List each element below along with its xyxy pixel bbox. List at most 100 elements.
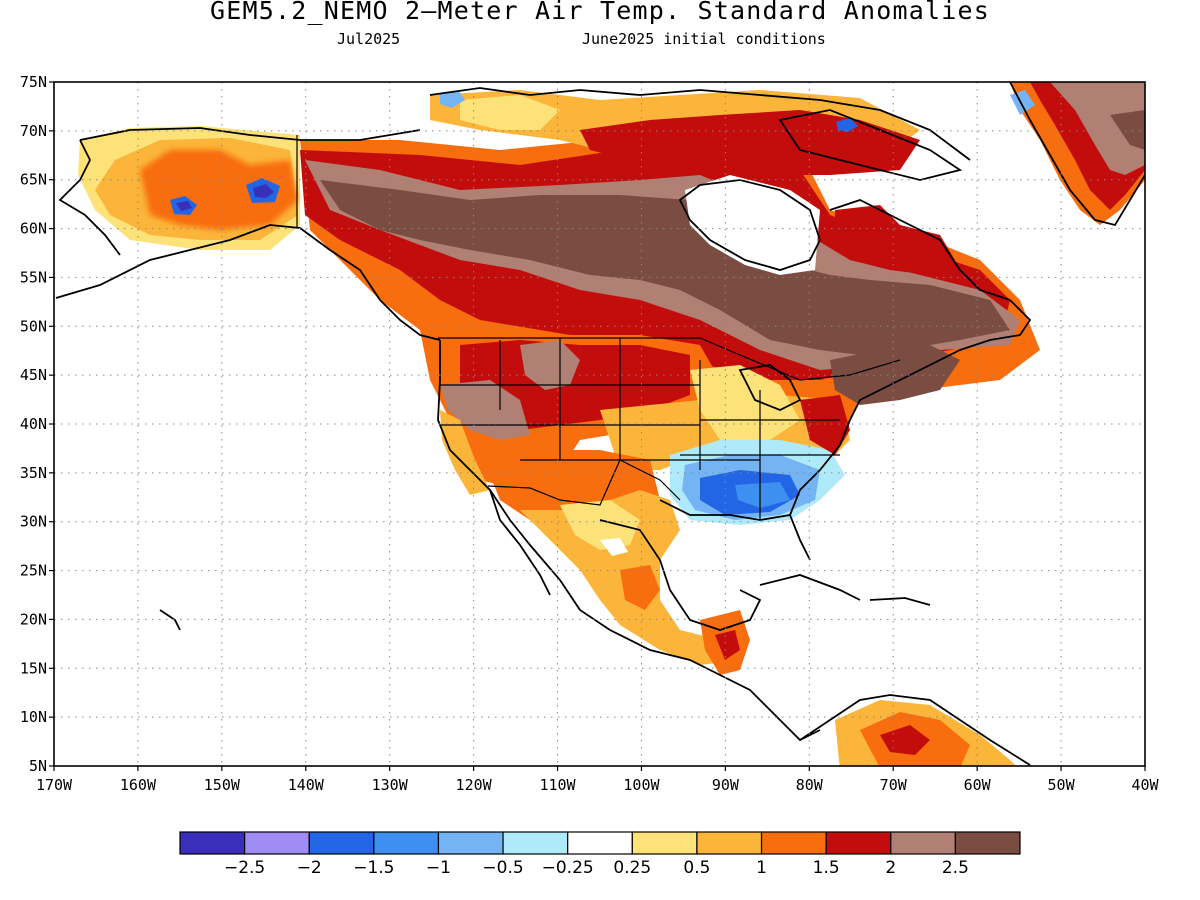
lon-label: 50W (1048, 776, 1076, 794)
labrador-coast (829, 199, 1011, 301)
hudson-bay-near-normal (685, 175, 820, 275)
cuba (759, 574, 861, 601)
lon-label: 90W (712, 776, 740, 794)
alaska-north-coast (79, 127, 421, 141)
lon-label: 60W (964, 776, 992, 794)
midwest-light (690, 365, 800, 440)
colorbar-swatch (308, 831, 375, 855)
forecast-month: Jul2025 (337, 30, 401, 48)
colorbar-swatch (373, 831, 440, 855)
south-america-red (880, 725, 930, 755)
lat-label: 75N (20, 73, 47, 91)
colorbar-label: −2 (297, 858, 322, 878)
hawaii (159, 609, 181, 631)
colorbar: −2.5 −2 −1.5 −1 −0.5 −0.25 0.25 0.5 1 1.5 2 2.5 (179, 831, 1021, 878)
colorbar-label: 2.5 (942, 858, 969, 878)
us-states-west (440, 338, 760, 461)
canada-us-border (438, 337, 901, 381)
lat-label: 70N (20, 122, 47, 140)
lat-label: 50N (20, 317, 47, 335)
colorbar-label: −1 (426, 858, 451, 878)
lat-label: 35N (20, 464, 47, 482)
dakota-brown (520, 340, 580, 390)
political-borders (296, 135, 901, 520)
alaska-west-coast (58, 139, 121, 256)
us-states-east (680, 360, 840, 520)
georgia-coolest (735, 482, 790, 508)
anomaly-field (78, 82, 1145, 766)
colorbar-swatch (437, 831, 504, 855)
california-light (440, 410, 490, 495)
lat-label: 5N (29, 757, 47, 775)
colorbar-label: 0.5 (683, 858, 710, 878)
arctic-islands-light (460, 95, 560, 130)
lat-label: 30N (20, 513, 47, 531)
greenland-dark-brown (1110, 110, 1145, 150)
lat-label: 65N (20, 171, 47, 189)
longitude-axis: 170W 160W 150W 140W 130W 120W 110W 100W 90W 80W 70… (36, 766, 1160, 794)
colorbar-swatch (179, 831, 246, 855)
lon-label: 160W (120, 776, 157, 794)
lat-label: 25N (20, 562, 47, 580)
colorbar-label: −0.25 (542, 858, 594, 878)
mid-atlantic-red (800, 395, 850, 455)
south-america-coast (799, 694, 1031, 766)
arctic-cold-spot (440, 90, 465, 108)
colorbar-label: 0.25 (613, 858, 651, 878)
colorbar-swatch (502, 831, 569, 855)
lon-label: 100W (623, 776, 660, 794)
colorbar-swatch (760, 831, 827, 855)
lat-label: 40N (20, 415, 47, 433)
greenland-brown (1050, 82, 1145, 175)
baffin-cold-spot (836, 118, 858, 132)
lon-label: 140W (288, 776, 325, 794)
hudson-bay-coast (678, 179, 821, 271)
great-lakes (738, 364, 802, 411)
colorbar-swatch (631, 831, 698, 855)
coastlines (55, 82, 1145, 766)
mexico-light (560, 500, 640, 550)
lat-label: 20N (20, 610, 47, 628)
colorbar-swatch (244, 831, 310, 855)
lon-label: 110W (539, 776, 576, 794)
arctic-islands-coast (429, 87, 971, 161)
colorbar-swatch (825, 831, 892, 855)
central-america-red (715, 630, 740, 660)
colorbar-label: 2 (885, 858, 896, 878)
latitude-axis: 75N 70N 65N 60N 55N 50N 45N 40N 35N 30N 25N 20N 15N 1… (20, 73, 54, 775)
colorbar-label: −2.5 (224, 858, 265, 878)
lat-label: 60N (20, 220, 47, 238)
baja (489, 489, 551, 596)
greenland-coast (1009, 82, 1145, 227)
colorbar-label: 1.5 (813, 858, 840, 878)
lon-label: 130W (372, 776, 409, 794)
us-mexico-border (487, 459, 681, 506)
pacific-coast (437, 340, 821, 742)
colorbar-label: −0.5 (482, 858, 523, 878)
quebec-red (835, 205, 955, 275)
colorbar-swatch (696, 831, 763, 855)
alaska-cold-core-east (253, 184, 274, 198)
lat-label: 55N (20, 268, 47, 286)
atlantic-coast (789, 299, 1032, 516)
colorbar-label: 1 (756, 858, 767, 878)
colorbar-swatch (954, 831, 1021, 855)
initial-conditions: June2025 initial conditions (582, 30, 826, 48)
lat-label: 45N (20, 366, 47, 384)
alaska-cold-core-west (176, 201, 192, 211)
gulf-coast (599, 519, 762, 631)
colorbar-swatch (567, 831, 633, 855)
map-title: GEM5.2_NEMO 2–Meter Air Temp. Standard A… (209, 0, 991, 25)
greenland-coast-cool (1010, 90, 1035, 115)
lat-label: 10N (20, 708, 47, 726)
baffin-island (778, 109, 963, 181)
lon-label: 150W (204, 776, 241, 794)
alaska-coast (55, 224, 441, 341)
mexico-near-normal (600, 538, 628, 556)
lon-label: 70W (880, 776, 908, 794)
lon-label: 170W (36, 776, 73, 794)
lon-label: 80W (796, 776, 824, 794)
lat-label: 15N (20, 659, 47, 677)
hispaniola (869, 597, 931, 606)
